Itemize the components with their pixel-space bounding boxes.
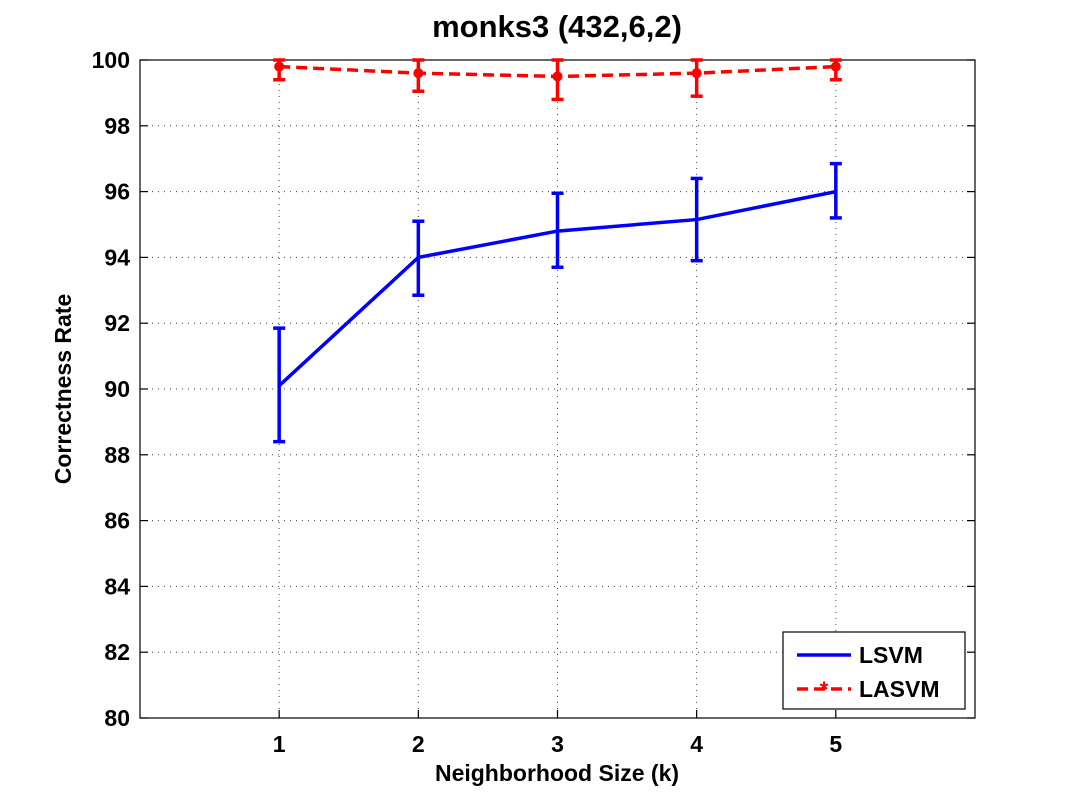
y-tick-label: 86 [104, 508, 130, 534]
legend-label-lasvm: LASVM [859, 676, 940, 702]
data-point-lasvm [830, 61, 841, 72]
x-tick-label: 3 [551, 731, 564, 757]
x-tick-label: 4 [690, 731, 703, 757]
data-point-lasvm [413, 68, 424, 79]
y-tick-label: 96 [104, 179, 130, 205]
y-tick-label: 94 [104, 244, 130, 270]
y-tick-label: 92 [104, 310, 130, 336]
axis-ticks: 80 82 84 86 88 90 92 94 96 98 100 1 2 3 4 5 [92, 47, 975, 757]
legend: LSVM * LASVM [782, 631, 966, 710]
y-tick-label: 82 [104, 639, 130, 665]
data-point-lasvm [274, 61, 285, 72]
y-axis-label: Correctness Rate [50, 294, 76, 484]
y-tick-label: 98 [104, 113, 130, 139]
data-point-lasvm [552, 71, 563, 82]
y-tick-label: 84 [104, 573, 130, 599]
series-group [273, 58, 842, 444]
legend-label-lsvm: LSVM [859, 642, 923, 668]
x-tick-label: 1 [273, 731, 286, 757]
data-point-lasvm [691, 68, 702, 79]
x-tick-label: 5 [829, 731, 842, 757]
chart-title: monks3 (432,6,2) [432, 9, 682, 44]
legend-box [782, 631, 966, 710]
y-tick-label: 90 [104, 376, 130, 402]
y-tick-label: 88 [104, 442, 130, 468]
y-tick-label: 80 [104, 705, 130, 731]
series-lasvm [273, 58, 842, 102]
x-tick-label: 2 [412, 731, 425, 757]
legend-marker-lasvm: * [820, 677, 829, 702]
series-lsvm [273, 161, 842, 444]
x-axis-label: Neighborhood Size (k) [435, 760, 679, 786]
y-tick-label: 100 [92, 47, 130, 73]
